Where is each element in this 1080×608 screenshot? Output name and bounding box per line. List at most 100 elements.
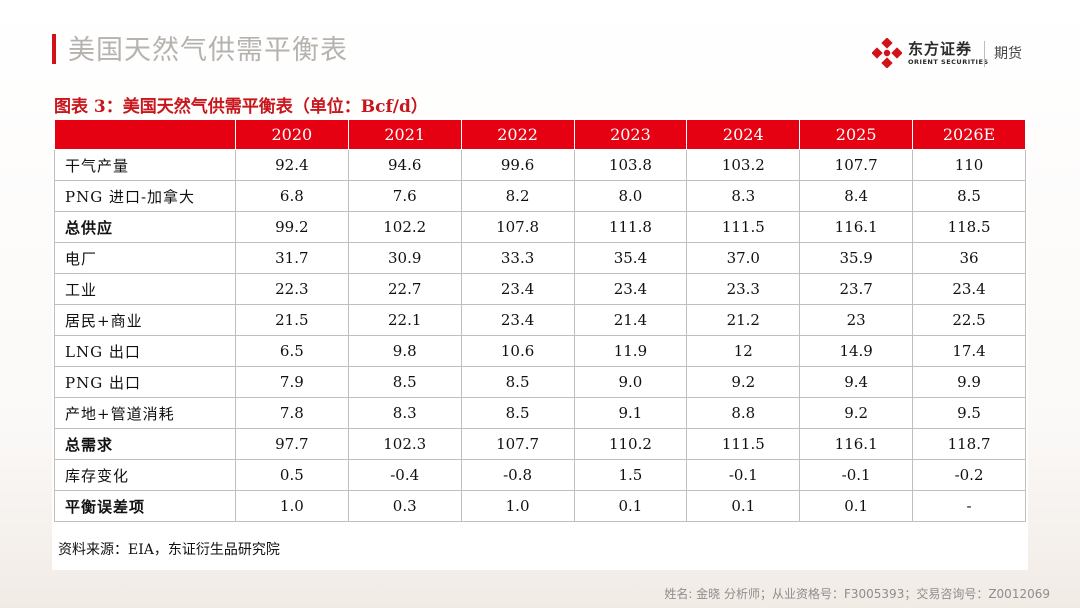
table-cell: 23.4 — [912, 273, 1026, 305]
table-cell: 35.4 — [573, 242, 688, 274]
table-cell: 1.5 — [573, 459, 688, 491]
table-cell: -0.2 — [912, 459, 1026, 491]
table-cell: 99.6 — [460, 149, 575, 181]
row-label: 工业 — [54, 273, 236, 305]
table-row: 居民+商业 21.5 22.1 23.4 21.4 21.2 23 22.5 — [54, 304, 1026, 336]
header-cell: 2021 — [347, 119, 462, 150]
table-cell: 116.1 — [799, 211, 914, 243]
table-cell: 118.7 — [912, 428, 1026, 460]
orient-securities-logo: 东方证券 ORIENT SECURITIES 期货 — [872, 38, 1042, 72]
table-cell: 22.7 — [347, 273, 462, 305]
table-cell: 9.2 — [686, 366, 801, 398]
table-row: 库存变化 0.5 -0.4 -0.8 1.5 -0.1 -0.1 -0.2 — [54, 459, 1026, 491]
table-cell: 107.7 — [460, 428, 575, 460]
row-label: LNG 出口 — [54, 335, 236, 367]
supply-demand-table: 2020 2021 2022 2023 2024 2025 2026E 干气产量… — [54, 119, 1026, 522]
table-cell: 23.4 — [460, 273, 575, 305]
row-label: PNG 出口 — [54, 366, 236, 398]
table-cell: 102.3 — [347, 428, 462, 460]
table-cell: 17.4 — [912, 335, 1026, 367]
table-cell: 7.6 — [347, 180, 462, 212]
table-cell: 37.0 — [686, 242, 801, 274]
table-cell: 8.5 — [347, 366, 462, 398]
table-cell: 0.3 — [347, 490, 462, 522]
table-cell: 9.0 — [573, 366, 688, 398]
header-cell: 2023 — [573, 119, 688, 150]
row-label: 产地+管道消耗 — [54, 397, 236, 429]
table-cell: 6.5 — [234, 335, 349, 367]
table-cell: 116.1 — [799, 428, 914, 460]
header-cell: 2025 — [799, 119, 914, 150]
table-cell: 8.3 — [686, 180, 801, 212]
table-cell: 0.5 — [234, 459, 349, 491]
row-label: 电厂 — [54, 242, 236, 274]
table-cell: 10.6 — [460, 335, 575, 367]
table-cell: 23.3 — [686, 273, 801, 305]
table-cell: - — [912, 490, 1026, 522]
table-cell: 1.0 — [234, 490, 349, 522]
table-cell: 21.5 — [234, 304, 349, 336]
header-cell: 2026E — [912, 119, 1026, 150]
table-cell: 97.7 — [234, 428, 349, 460]
table-cell: 9.5 — [912, 397, 1026, 429]
table-row: LNG 出口 6.5 9.8 10.6 11.9 12 14.9 17.4 — [54, 335, 1026, 367]
table-cell: -0.4 — [347, 459, 462, 491]
table-cell: 6.8 — [234, 180, 349, 212]
table-row: 电厂 31.7 30.9 33.3 35.4 37.0 35.9 36 — [54, 242, 1026, 274]
table-caption: 图表 3：美国天然气供需平衡表（单位：Bcf/d） — [54, 97, 428, 117]
table-cell: 23 — [799, 304, 914, 336]
table-cell: 102.2 — [347, 211, 462, 243]
table-cell: 0.1 — [573, 490, 688, 522]
table-cell: 1.0 — [460, 490, 575, 522]
table-cell: -0.8 — [460, 459, 575, 491]
table-cell: 110.2 — [573, 428, 688, 460]
row-label: PNG 进口-加拿大 — [54, 180, 236, 212]
table-cell: 111.8 — [573, 211, 688, 243]
table-cell: 110 — [912, 149, 1026, 181]
analyst-footer: 姓名: 金晓 分析师；从业资格号：F3005393；交易咨询号：Z0012069 — [664, 587, 1050, 601]
table-cell: 103.2 — [686, 149, 801, 181]
row-label: 平衡误差项 — [54, 490, 236, 522]
table-cell: 99.2 — [234, 211, 349, 243]
table-cell: 9.2 — [799, 397, 914, 429]
table-cell: 111.5 — [686, 428, 801, 460]
title-accent-bar — [52, 34, 56, 64]
table-cell: 8.2 — [460, 180, 575, 212]
orient-logo-icon — [872, 38, 902, 68]
table-cell: 111.5 — [686, 211, 801, 243]
table-cell: 107.7 — [799, 149, 914, 181]
table-row: 平衡误差项 1.0 0.3 1.0 0.1 0.1 0.1- — [54, 490, 1026, 522]
table-cell: 31.7 — [234, 242, 349, 274]
table-cell: 0.1 — [799, 490, 914, 522]
header-cell — [54, 119, 236, 150]
table-cell: 22.5 — [912, 304, 1026, 336]
table-row: 产地+管道消耗 7.8 8.3 8.5 9.1 8.8 9.2 9.5 — [54, 397, 1026, 429]
table-cell: 7.9 — [234, 366, 349, 398]
table-cell: 92.4 — [234, 149, 349, 181]
table-cell: 8.5 — [460, 366, 575, 398]
header-cell: 2024 — [686, 119, 801, 150]
row-label: 干气产量 — [54, 149, 236, 181]
table-cell: 30.9 — [347, 242, 462, 274]
table-cell: 9.9 — [912, 366, 1026, 398]
table-cell: 0.1 — [686, 490, 801, 522]
table-cell: -0.1 — [686, 459, 801, 491]
table-cell: 8.0 — [573, 180, 688, 212]
header-cell: 2020 — [234, 119, 349, 150]
table-cell: 33.3 — [460, 242, 575, 274]
row-label: 库存变化 — [54, 459, 236, 491]
table-cell: 118.5 — [912, 211, 1026, 243]
row-label: 总供应 — [54, 211, 236, 243]
table-row: PNG 进口-加拿大 6.8 7.6 8.2 8.0 8.3 8.4 8.5 — [54, 180, 1026, 212]
table-row: 工业 22.3 22.7 23.4 23.4 23.3 23.7 23.4 — [54, 273, 1026, 305]
table-row: 总供应 99.2 102.2 107.8 111.8 111.5 116.1 118.5 — [54, 211, 1026, 243]
logo-divider — [984, 41, 985, 67]
table-cell: 21.4 — [573, 304, 688, 336]
table-cell: 23.7 — [799, 273, 914, 305]
row-label: 总需求 — [54, 428, 236, 460]
row-label: 居民+商业 — [54, 304, 236, 336]
page-title: 美国天然气供需平衡表 — [68, 35, 348, 66]
table-cell: 7.8 — [234, 397, 349, 429]
logo-name-cn: 东方证券 — [908, 40, 973, 58]
